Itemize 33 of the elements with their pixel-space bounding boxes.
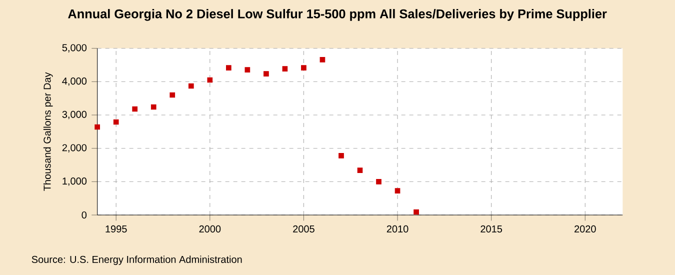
point [226,65,232,70]
y-tick-label: 3,000 [62,110,87,120]
point [132,106,138,112]
x-tick-label: 2000 [199,225,221,232]
point [207,77,213,83]
y-tick-label: 2,000 [62,144,87,152]
point [357,168,363,174]
point [320,56,326,62]
point [113,119,119,125]
y-tick-label: 5,000 [62,44,87,52]
point [414,209,419,215]
x-tick-label: 2020 [574,225,596,232]
y-tick-label: 1,000 [62,178,87,186]
x-tick-label: 2010 [386,225,408,232]
x-tick-label: 1995 [106,225,127,232]
point [394,188,400,194]
point [301,65,306,70]
point [170,92,176,98]
x-tick-label: 2005 [293,225,314,232]
source-note: Source: U.S. Energy Information Administration [32,256,242,265]
point [188,83,194,89]
point [282,66,288,72]
x-tick-label: 2015 [480,225,502,232]
point [244,67,250,73]
y-axis-title: Thousand Gallons per Day [43,72,53,191]
y-tick-label: 0 [82,211,87,219]
point [150,104,156,110]
point [94,124,100,130]
point [376,179,382,184]
point [264,71,269,77]
y-tick-label: 4,000 [62,78,87,86]
point [338,152,344,158]
chart-title: Annual Georgia No 2 Diesel Low Sulfur 15-500 ppm All Sales/Deliveries by Prime Supplier [68,9,607,21]
